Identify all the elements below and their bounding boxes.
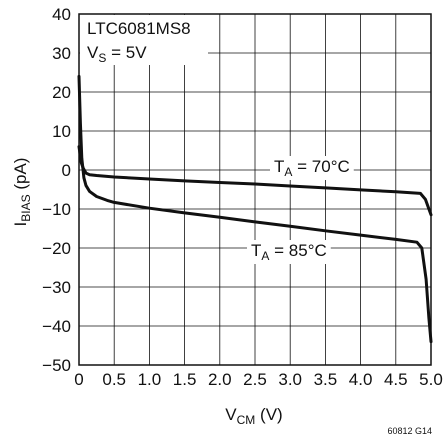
y-tick-label: −40: [42, 317, 71, 336]
series-label-70-bg: [270, 156, 354, 180]
x-tick-label: 0: [74, 370, 83, 389]
x-axis-subscript: CM: [237, 413, 256, 427]
y-tick-label: 30: [52, 44, 71, 63]
series-label-85c: TA = 85°C: [251, 241, 327, 263]
supply-symbol: V: [87, 43, 99, 62]
supply-condition: VS = 5V: [87, 43, 147, 65]
tick-labels: 0 0.5 1.0 1.5 2.0 2.5 3.0 3.5 4.0 4.5 5.0 40 30 20 10 0…: [42, 5, 443, 389]
y-tick-label: 20: [52, 83, 71, 102]
series-70-symbol: T: [274, 157, 284, 176]
x-tick-label: 1.5: [173, 370, 197, 389]
grid-lines: [79, 14, 431, 365]
series-85-symbol: T: [251, 241, 261, 260]
x-tick-label: 2.5: [243, 370, 267, 389]
series-70-value: = 70°C: [292, 157, 349, 176]
x-tick-label: 3.5: [314, 370, 338, 389]
series-line-85c: [77, 74, 433, 344]
x-axis-unit: (V): [255, 405, 282, 424]
series-line-70c: [77, 145, 433, 217]
x-tick-label: 4.0: [349, 370, 373, 389]
y-tick-label: 40: [52, 5, 71, 24]
series-85-value: = 85°C: [269, 241, 326, 260]
y-tick-label: −30: [42, 278, 71, 297]
series-label-70c: TA = 70°C: [274, 157, 350, 179]
condition-textbox: [80, 15, 208, 65]
x-axis-symbol: V: [225, 405, 237, 424]
y-tick-label: 0: [62, 161, 71, 180]
series-85-subscript: A: [261, 249, 269, 263]
x-tick-label: 1.0: [138, 370, 162, 389]
y-axis-symbol: I: [11, 222, 30, 227]
series-label-85-bg: [247, 240, 331, 264]
figure-code: 60812 G14: [387, 426, 432, 436]
supply-value: = 5V: [106, 43, 147, 62]
x-axis-label: VCM (V): [225, 405, 282, 427]
supply-subscript: S: [98, 51, 106, 65]
y-tick-label: −10: [42, 200, 71, 219]
x-tick-label: 3.0: [278, 370, 302, 389]
x-tick-label: 5.0: [419, 370, 443, 389]
y-axis-unit: (pA): [11, 158, 30, 195]
y-axis-label: IBIAS (pA): [11, 158, 33, 227]
y-tick-label: −20: [42, 239, 71, 258]
x-tick-label: 0.5: [102, 370, 126, 389]
plot-frame: [78, 13, 432, 366]
y-tick-label: 10: [52, 122, 71, 141]
x-tick-label: 4.5: [384, 370, 408, 389]
x-tick-label: 2.0: [208, 370, 232, 389]
data-traces: [77, 74, 433, 344]
y-axis-subscript: BIAS: [19, 194, 33, 221]
series-70-subscript: A: [284, 165, 292, 179]
device-label: LTC6081MS8: [87, 19, 191, 38]
y-tick-label: −50: [42, 356, 71, 375]
